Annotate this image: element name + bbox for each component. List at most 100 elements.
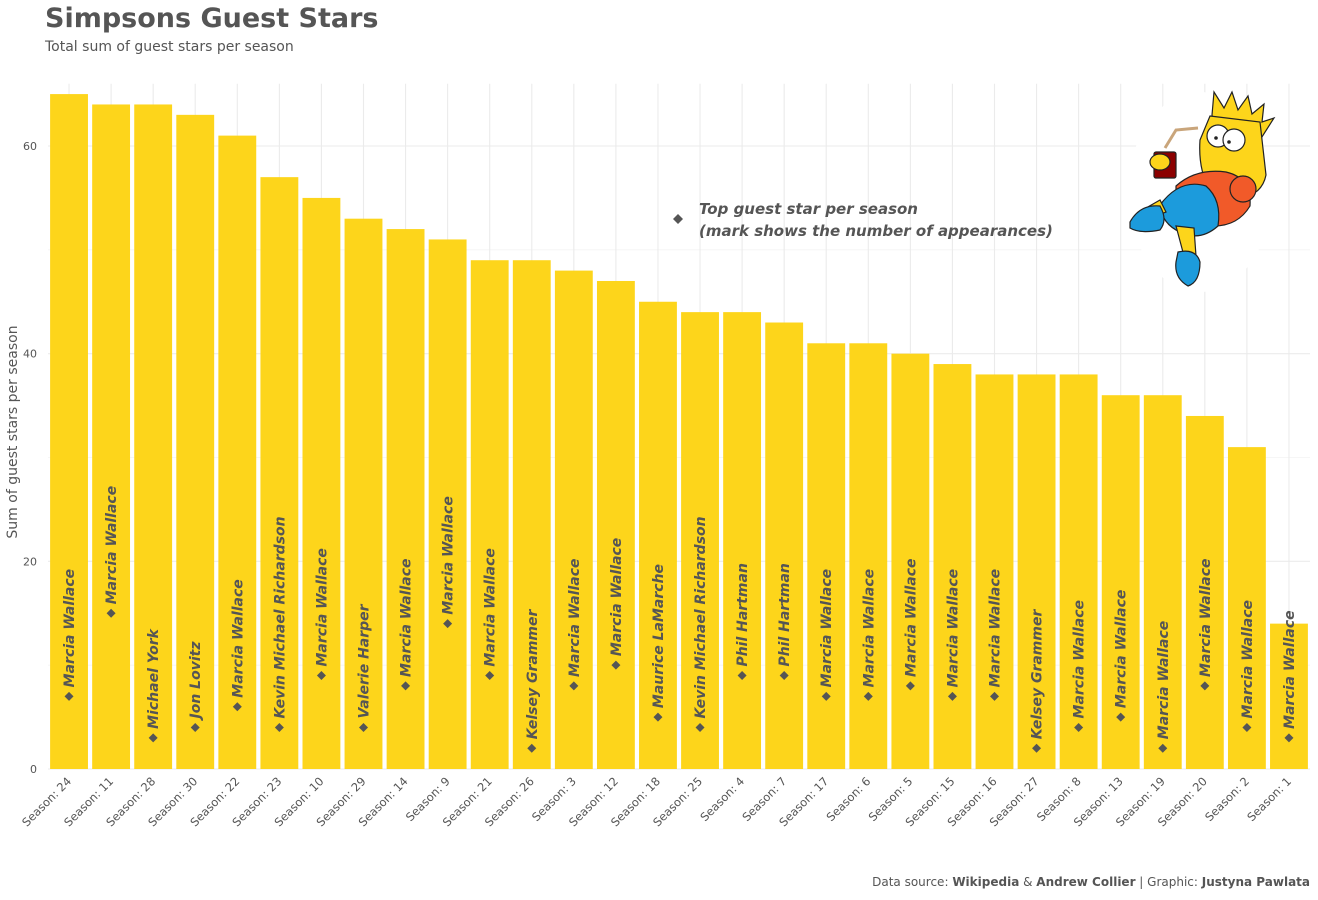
appearance-diamond-marker	[64, 691, 74, 701]
guest-star-label: Maurice LaMarche	[651, 564, 667, 708]
guest-star-label: Kevin Michael Richardson	[693, 516, 709, 718]
guest-star-label: Phil Hartman	[777, 563, 793, 666]
bar	[849, 343, 888, 769]
appearance-diamond-marker	[1242, 722, 1252, 732]
appearance-diamond-marker	[232, 702, 242, 712]
bar	[1270, 623, 1308, 769]
appearance-diamond-marker	[485, 671, 495, 681]
bar	[218, 135, 257, 769]
guest-star-label: Marcia Wallace	[441, 496, 457, 614]
guest-star-label: Marcia Wallace	[314, 548, 330, 666]
legend-diamond-marker	[673, 214, 683, 224]
guest-star-label: Phil Hartman	[735, 563, 751, 666]
caption-source-wikipedia: Wikipedia	[952, 875, 1019, 889]
bar	[470, 260, 509, 769]
appearance-diamond-marker	[1200, 681, 1210, 691]
guest-star-label: Marcia Wallace	[819, 569, 835, 687]
bart-simpson-illustration-icon	[1128, 90, 1276, 292]
appearance-marks	[64, 608, 1294, 753]
caption-prefix: Data source:	[872, 875, 952, 889]
guest-star-label: Marcia Wallace	[399, 558, 415, 676]
bar	[554, 270, 593, 769]
x-tick-label: Season: 1	[1244, 774, 1294, 824]
bar	[765, 322, 804, 769]
legend: Top guest star per season (mark shows th…	[673, 200, 1053, 240]
caption-amp: &	[1019, 875, 1036, 889]
appearance-diamond-marker	[737, 671, 747, 681]
appearance-diamond-marker	[527, 743, 537, 753]
appearance-diamond-marker	[653, 712, 663, 722]
appearance-diamond-marker	[1116, 712, 1126, 722]
guest-star-label: Marcia Wallace	[903, 558, 919, 676]
guest-star-label: Marcia Wallace	[1198, 558, 1214, 676]
y-tick-label: 0	[30, 763, 37, 776]
guest-star-labels: Marcia Wallace Marcia Wallace Michael York…	[62, 486, 1298, 739]
chart-subtitle: Total sum of guest stars per season	[44, 39, 294, 55]
y-axis-ticks: 0 20 40 60	[23, 140, 37, 776]
legend-line-2: (mark shows the number of appearances)	[699, 222, 1053, 240]
bar	[1059, 374, 1098, 769]
caption-mid: | Graphic:	[1135, 875, 1201, 889]
bar	[302, 197, 341, 769]
guest-star-label: Marcia Wallace	[104, 486, 120, 604]
appearance-diamond-marker	[947, 691, 957, 701]
bar	[933, 364, 972, 769]
y-tick-label: 60	[23, 140, 37, 153]
caption-source-andrew-collier: Andrew Collier	[1036, 875, 1135, 889]
bar	[260, 177, 299, 769]
appearance-diamond-marker	[1158, 743, 1168, 753]
appearance-diamond-marker	[1284, 733, 1294, 743]
bar	[512, 260, 551, 769]
guest-star-label: Marcia Wallace	[567, 558, 583, 676]
guest-star-label: Marcia Wallace	[609, 538, 625, 656]
bars	[50, 94, 1308, 770]
bar	[92, 104, 131, 769]
guest-star-label: Marcia Wallace	[945, 569, 961, 687]
bar	[639, 301, 677, 769]
bar	[134, 104, 173, 769]
guest-star-label: Marcia Wallace	[1072, 600, 1088, 718]
guest-star-label: Marcia Wallace	[1114, 590, 1130, 708]
guest-star-label: Marcia Wallace	[1156, 621, 1172, 739]
bar	[681, 312, 719, 769]
legend-line-1: Top guest star per season	[699, 200, 918, 218]
bar	[1185, 415, 1224, 769]
bar	[1017, 374, 1056, 769]
guest-star-label: Jon Lovitz	[188, 641, 204, 722]
appearance-diamond-marker	[695, 722, 705, 732]
bar	[428, 239, 467, 769]
guest-star-label: Marcia Wallace	[483, 548, 499, 666]
guest-star-label: Marcia Wallace	[62, 569, 78, 687]
appearance-diamond-marker	[1074, 722, 1084, 732]
appearance-diamond-marker	[148, 733, 158, 743]
guest-star-label: Kevin Michael Richardson	[272, 516, 288, 718]
appearance-diamond-marker	[443, 619, 453, 629]
guest-star-label: Valerie Harper	[357, 603, 373, 718]
guest-star-label: Kelsey Grammer	[1030, 609, 1046, 740]
bar	[723, 312, 762, 769]
appearance-diamond-marker	[779, 671, 789, 681]
appearance-diamond-marker	[274, 722, 284, 732]
appearance-diamond-marker	[1032, 743, 1042, 753]
y-tick-label: 40	[23, 348, 37, 361]
appearance-diamond-marker	[359, 722, 368, 732]
guest-star-label: Marcia Wallace	[861, 569, 877, 687]
appearance-diamond-marker	[106, 608, 116, 618]
bar	[1143, 395, 1182, 769]
guest-star-label: Marcia Wallace	[1282, 610, 1298, 728]
y-tick-label: 20	[23, 555, 37, 568]
guest-star-label: Marcia Wallace	[988, 569, 1004, 687]
x-tick-label: Season: 6	[824, 774, 874, 824]
bar	[1227, 447, 1266, 769]
appearance-diamond-marker	[990, 691, 999, 701]
caption: Data source: Wikipedia & Andrew Collier …	[872, 875, 1310, 889]
bar	[975, 374, 1014, 769]
guest-star-label: Marcia Wallace	[230, 579, 246, 697]
bar	[807, 343, 846, 769]
x-tick-label: Season: 4	[697, 774, 747, 824]
guest-star-label: Marcia Wallace	[1240, 600, 1256, 718]
x-tick-label: Season: 2	[1202, 774, 1252, 824]
appearance-diamond-marker	[316, 671, 326, 681]
guest-star-label: Michael York	[146, 627, 162, 728]
